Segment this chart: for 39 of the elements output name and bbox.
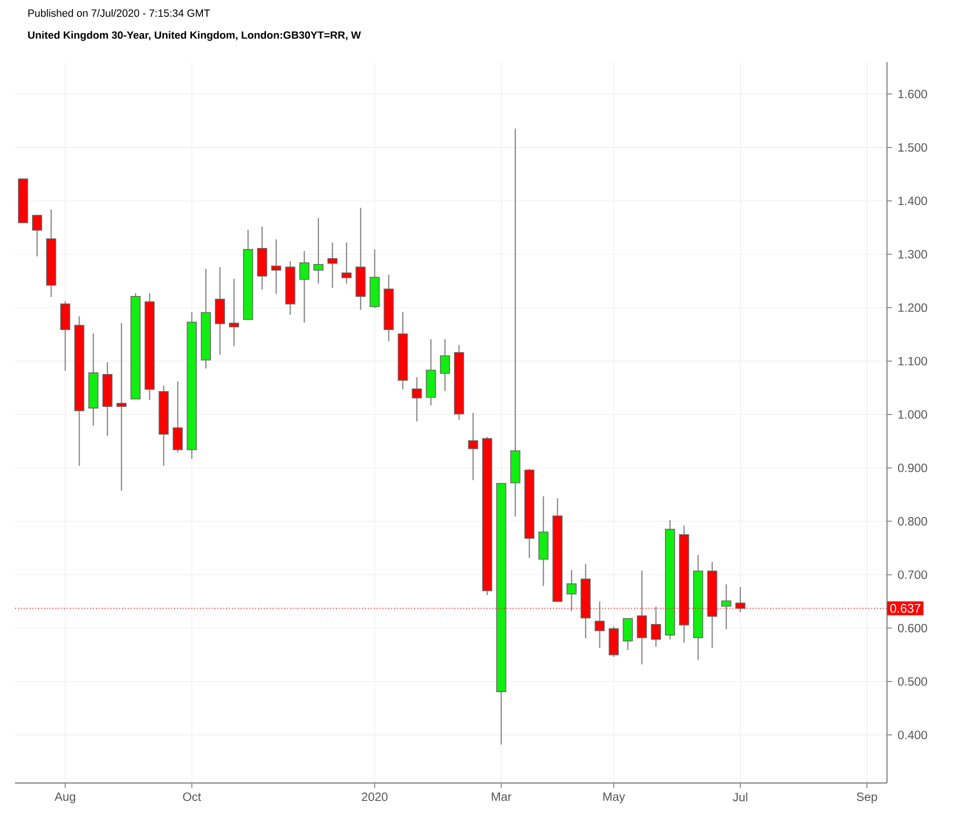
- x-tick-label: Oct: [183, 792, 202, 802]
- y-tick-label: 1.500: [898, 143, 928, 152]
- y-tick-label: 1.400: [898, 196, 928, 206]
- y-tick-label: 0.500: [898, 677, 928, 686]
- x-tick-label: 2020: [362, 792, 388, 802]
- ref-line-label: 0.637: [890, 604, 920, 613]
- candlestick: [271, 238, 282, 294]
- candlestick: [622, 618, 633, 651]
- candlestick: [468, 412, 478, 481]
- chart-title: United Kingdom 30-Year, United Kingdom, London:GB30YT=RR, W: [28, 31, 361, 41]
- candlestick: [172, 380, 183, 453]
- y-tick-label: 1.300: [898, 250, 928, 259]
- y-tick-label: 0.600: [898, 624, 928, 632]
- candlestick: [412, 376, 422, 422]
- x-tick-label: Jul: [732, 792, 748, 802]
- candlestick: [342, 242, 352, 284]
- y-tick-label: 0.400: [898, 730, 928, 740]
- y-tick-label: 0.700: [898, 570, 928, 579]
- candlestick: [228, 278, 240, 347]
- candlestick: [721, 584, 732, 630]
- candlestick: [566, 569, 577, 612]
- x-tick-label: May: [603, 792, 626, 804]
- y-tick-label: 0.900: [898, 464, 928, 472]
- y-tick-label: 1.000: [898, 410, 928, 419]
- y-tick-label: 1.100: [898, 356, 928, 366]
- y-tick-label: 0.800: [898, 517, 928, 526]
- y-tick-label: 1.600: [898, 90, 928, 98]
- x-tick-label: Mar: [492, 792, 512, 801]
- x-tick-label: Aug: [54, 792, 76, 804]
- chart-subtitle: Published on 7/Jul/2020 - 7:15:34 GMT: [28, 9, 210, 17]
- candlestick: [327, 242, 338, 289]
- candlestick: [510, 128, 520, 518]
- candlestick: [440, 338, 450, 392]
- y-tick-label: 1.200: [898, 303, 928, 312]
- candlestick: [299, 250, 310, 324]
- candlestick: [313, 217, 324, 284]
- x-tick-label: Sep: [856, 792, 878, 804]
- candlestick: [32, 214, 42, 257]
- candlestick: [116, 322, 127, 492]
